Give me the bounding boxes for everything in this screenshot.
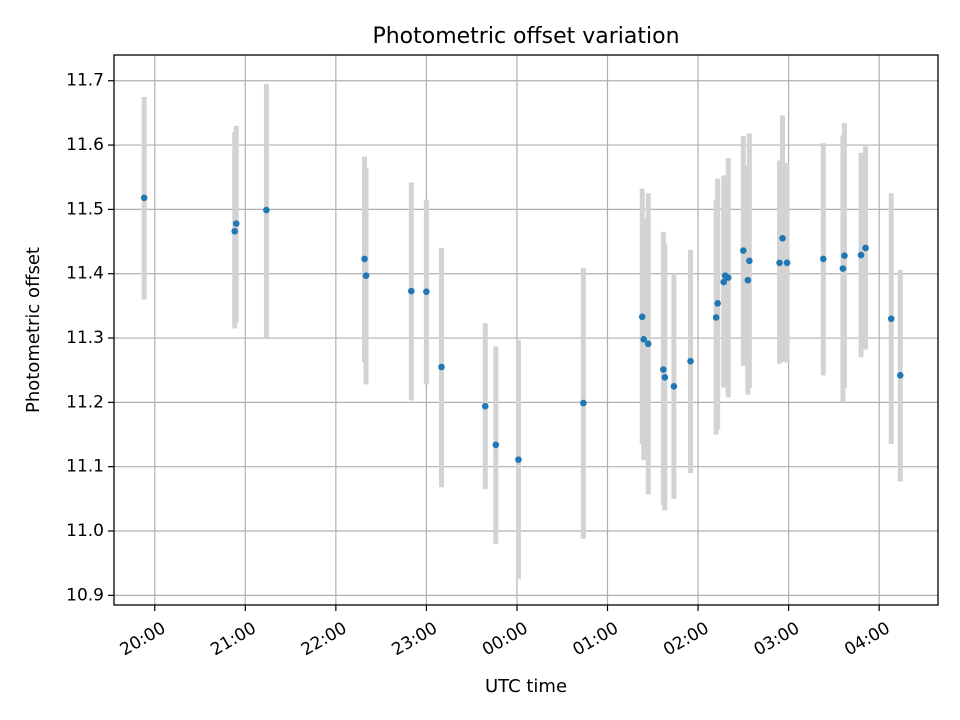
- y-tick-label: 11.6: [66, 135, 104, 155]
- chart-title: Photometric offset variation: [372, 24, 679, 49]
- data-point: [744, 276, 752, 284]
- data-point: [640, 336, 648, 343]
- data-point: [720, 278, 727, 286]
- data-point: [724, 274, 732, 281]
- data-point: [857, 251, 865, 259]
- y-tick-label: 11.0: [66, 521, 104, 541]
- data-point: [839, 265, 847, 272]
- data-point: [361, 255, 368, 263]
- y-tick-label: 11.4: [66, 264, 104, 284]
- x-axis-label: UTC time: [485, 676, 567, 697]
- data-point: [481, 402, 489, 410]
- data-point: [841, 252, 848, 260]
- data-point: [231, 227, 239, 235]
- data-point: [820, 255, 827, 263]
- data-point: [232, 220, 240, 227]
- data-point: [638, 313, 646, 321]
- data-point: [740, 247, 747, 254]
- data-point: [492, 441, 500, 449]
- data-point: [687, 357, 694, 365]
- data-point: [515, 456, 522, 463]
- y-tick-label: 11.5: [66, 199, 104, 219]
- data-point: [438, 363, 445, 371]
- data-point: [644, 340, 652, 348]
- data-point: [776, 259, 783, 267]
- y-tick-label: 11.3: [66, 328, 104, 348]
- data-point: [362, 272, 370, 279]
- data-point: [140, 194, 148, 202]
- data-point: [783, 259, 791, 267]
- plot-frame: [113, 54, 939, 606]
- data-point: [660, 366, 667, 373]
- data-point: [408, 287, 415, 295]
- data-point: [263, 206, 270, 214]
- data-point: [746, 257, 753, 265]
- data-point: [714, 300, 721, 307]
- data-point: [670, 382, 678, 390]
- data-point: [896, 372, 904, 379]
- point-layer: [140, 194, 904, 463]
- y-tick-label: 11.1: [66, 457, 104, 477]
- y-tick-label: 11.2: [66, 392, 104, 412]
- y-axis-label: Photometric offset: [23, 247, 44, 413]
- data-point: [862, 244, 869, 252]
- y-tick-label: 10.9: [66, 585, 104, 605]
- data-point: [661, 373, 669, 381]
- data-point: [580, 399, 587, 407]
- data-point: [887, 315, 895, 323]
- data-point: [423, 288, 430, 296]
- data-point: [712, 314, 720, 321]
- grid-layer: [114, 55, 938, 605]
- data-point: [779, 235, 786, 242]
- y-tick-label: 11.7: [66, 71, 104, 91]
